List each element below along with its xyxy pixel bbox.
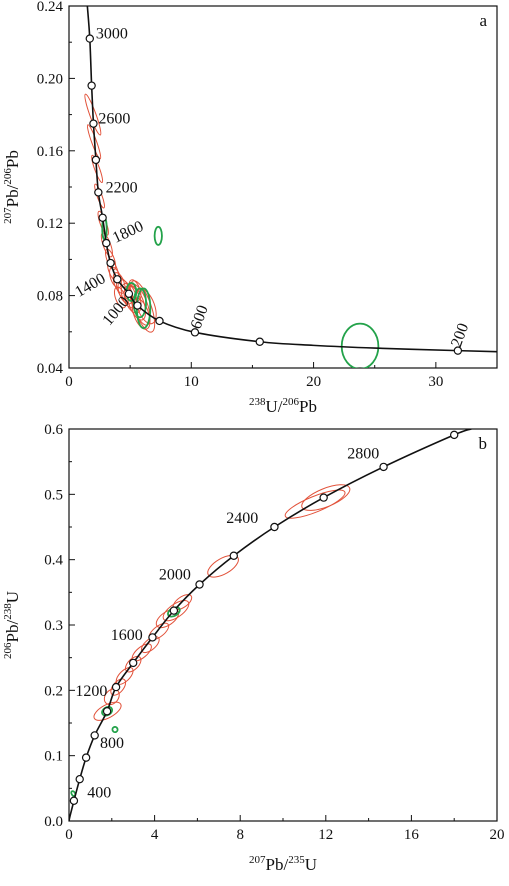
age-marker — [69, 796, 79, 805]
y-axis-title: 206Pb/238U — [2, 591, 22, 659]
age-marker — [91, 155, 101, 165]
concordia-curve — [69, 429, 472, 821]
red-error-ellipse — [93, 701, 122, 721]
age-marker — [113, 275, 122, 284]
y-tick-label: 0.20 — [37, 71, 63, 87]
age-label: 400 — [87, 784, 111, 801]
age-marker — [111, 682, 121, 692]
age-marker — [102, 707, 112, 716]
y-tick-label: 0.0 — [44, 814, 63, 830]
age-marker — [270, 522, 279, 532]
age-marker — [169, 606, 179, 615]
x-axis-title: 207Pb/235U — [249, 854, 317, 874]
age-marker — [255, 337, 264, 346]
age-label: 1400 — [72, 270, 108, 301]
age-label: 2000 — [159, 566, 191, 583]
age-marker — [102, 238, 111, 248]
age-marker — [90, 731, 99, 740]
age-label: 2200 — [106, 179, 138, 196]
age-marker — [87, 81, 96, 90]
panel-label: b — [479, 434, 488, 453]
age-label: 2800 — [347, 445, 379, 462]
plot-frame — [68, 428, 498, 822]
age-label: 3000 — [96, 26, 128, 43]
red-error-ellipse — [284, 489, 346, 519]
age-marker — [229, 551, 238, 560]
age-marker — [106, 258, 115, 268]
plot-area — [84, 6, 497, 368]
y-tick-label: 0.6 — [44, 422, 63, 438]
x-tick-label: 20 — [490, 827, 505, 843]
y-tick-label: 0.16 — [37, 144, 64, 160]
y-tick-label: 0.4 — [44, 553, 63, 569]
age-marker — [89, 119, 98, 128]
panel-b: 0 4 8 12 16 20 0.0 0.1 0.2 0.3 0.4 0.5 0.6 400 800 1200… — [2, 422, 505, 874]
panel-label: a — [479, 11, 487, 30]
green-error-ellipse — [132, 287, 147, 319]
x-axis-title: 238U/206Pb — [249, 396, 317, 416]
age-marker — [98, 213, 107, 222]
x-tick-label: 0 — [65, 827, 73, 843]
y-tick-label: 0.04 — [37, 361, 64, 377]
age-marker — [453, 346, 463, 355]
age-marker — [379, 462, 388, 472]
age-marker — [195, 580, 204, 589]
y-tick-label: 0.3 — [44, 618, 63, 634]
age-label: 800 — [100, 735, 124, 752]
x-tick-label: 0 — [65, 374, 73, 390]
age-marker — [133, 301, 142, 310]
x-tick-label: 12 — [318, 827, 333, 843]
panel-a: 0 10 20 30 0.04 0.08 0.12 0.16 0.20 0.24 3000 2600 2… — [2, 0, 498, 416]
age-marker — [450, 430, 459, 440]
y-tick-label: 0.1 — [44, 749, 63, 765]
age-label: 1800 — [110, 218, 146, 247]
y-tick-label: 0.24 — [37, 0, 64, 15]
x-tick-label: 4 — [151, 827, 159, 843]
red-error-ellipse — [94, 183, 105, 209]
y-tick-label: 0.08 — [37, 289, 63, 305]
age-marker — [190, 328, 200, 337]
y-tick-label: 0.5 — [44, 487, 63, 503]
red-error-ellipse — [91, 154, 104, 184]
age-label: 2600 — [98, 111, 130, 128]
red-error-ellipse — [113, 286, 127, 309]
age-label: 1200 — [75, 683, 107, 700]
x-tick-label: 16 — [404, 827, 420, 843]
x-tick-label: 30 — [428, 374, 443, 390]
age-marker — [128, 658, 138, 668]
y-tick-label: 0.2 — [44, 683, 63, 699]
age-marker — [81, 753, 91, 762]
age-label: 2400 — [226, 510, 258, 527]
age-marker — [155, 316, 164, 326]
plot-area — [69, 429, 472, 821]
red-error-ellipse — [86, 124, 102, 160]
red-error-ellipse — [162, 600, 190, 622]
age-label: 1600 — [111, 627, 143, 644]
age-label: 600 — [188, 303, 212, 331]
red-error-ellipse — [112, 272, 126, 294]
age-marker — [75, 774, 84, 784]
red-error-ellipse — [207, 554, 239, 578]
age-marker — [85, 34, 94, 43]
age-marker — [148, 633, 157, 642]
x-tick-label: 10 — [184, 374, 199, 390]
red-error-ellipse — [84, 93, 102, 136]
x-tick-label: 8 — [236, 827, 244, 843]
age-marker — [124, 289, 134, 298]
y-tick-label: 0.12 — [37, 216, 63, 232]
green-error-ellipse — [153, 225, 163, 246]
green-error-ellipse — [111, 726, 119, 734]
age-marker — [319, 493, 328, 502]
red-error-ellipse — [301, 484, 351, 511]
age-label: 200 — [448, 321, 472, 349]
y-axis-title: 207Pb/206Pb — [2, 150, 22, 224]
age-marker — [94, 188, 103, 197]
x-tick-label: 20 — [306, 374, 321, 390]
